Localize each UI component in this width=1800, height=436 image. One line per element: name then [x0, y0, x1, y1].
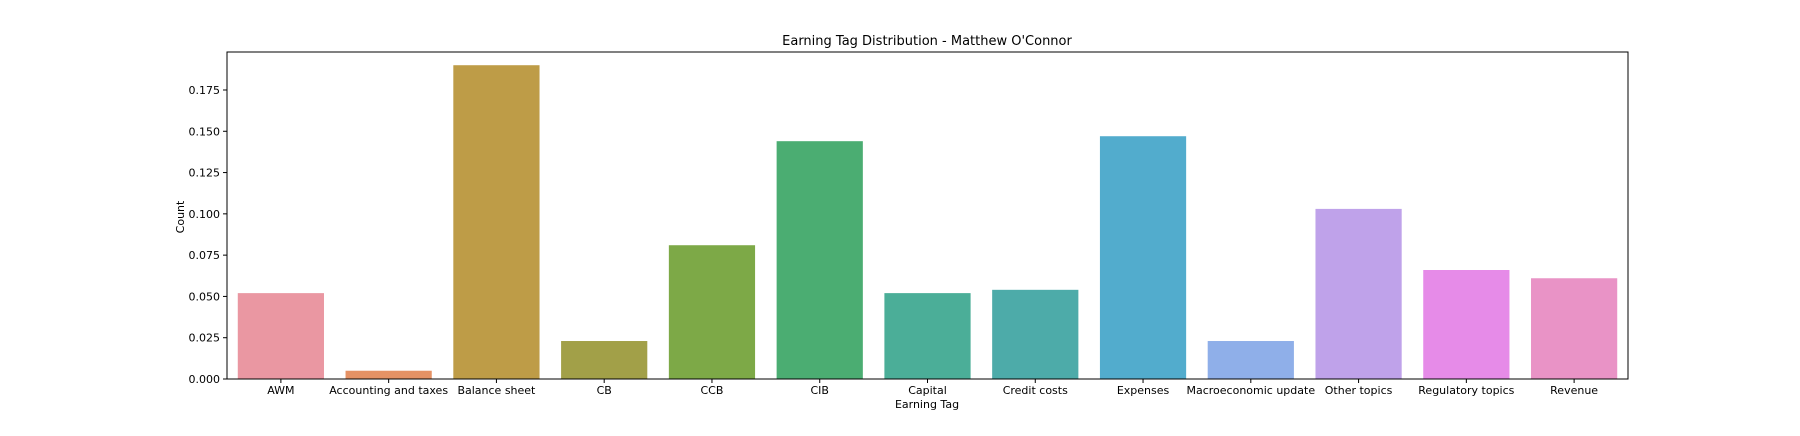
x-tick-label-4: CCB	[701, 384, 724, 397]
x-tick-label-11: Regulatory topics	[1418, 384, 1514, 397]
bar-12	[1531, 278, 1618, 379]
y-tick-label-3: 0.075	[189, 249, 221, 262]
x-tick-label-9: Macroeconomic update	[1186, 384, 1315, 397]
bar-3	[561, 341, 648, 379]
x-tick-label-3: CB	[597, 384, 612, 397]
bar-5	[776, 141, 863, 379]
bar-10	[1315, 208, 1402, 379]
chart-title: Earning Tag Distribution - Matthew O'Con…	[782, 34, 1072, 49]
x-tick-label-6: Capital	[908, 384, 947, 397]
x-ticks-layer: AWM Accounting and taxes Balance sheet CB CC…	[267, 379, 1598, 397]
plot-frame	[226, 51, 1629, 380]
x-tick-label-10: Other topics	[1325, 384, 1393, 397]
x-tick-label-7: Credit costs	[1003, 384, 1068, 397]
bar-7	[992, 289, 1079, 379]
y-axis-label: Count	[174, 200, 187, 233]
y-ticks-layer: 0.000 0.025 0.050 0.075 0.100 0.125 0.150 0.175	[189, 84, 227, 386]
bar-4	[668, 245, 756, 379]
x-tick-label-12: Revenue	[1550, 384, 1598, 397]
bar-6	[884, 293, 971, 379]
y-tick-label-0: 0.000	[189, 373, 221, 386]
bars-layer	[237, 65, 1618, 379]
x-tick-label-1: Accounting and taxes	[329, 384, 448, 397]
bar-2	[453, 65, 540, 379]
bar-0	[237, 293, 324, 379]
bar-1	[345, 370, 432, 379]
y-tick-label-6: 0.150	[189, 125, 221, 138]
bar-9	[1207, 341, 1294, 379]
y-tick-label-2: 0.050	[189, 290, 221, 303]
y-tick-label-5: 0.125	[189, 167, 221, 180]
y-tick-label-1: 0.025	[189, 332, 221, 345]
bar-11	[1423, 270, 1510, 379]
x-axis-label: Earning Tag	[895, 398, 959, 411]
y-tick-label-4: 0.100	[189, 208, 221, 221]
bar-8	[1099, 136, 1187, 379]
x-tick-label-0: AWM	[267, 384, 294, 397]
y-tick-label-7: 0.175	[189, 84, 221, 97]
x-tick-label-2: Balance sheet	[457, 384, 536, 397]
x-tick-label-8: Expenses	[1117, 384, 1170, 397]
x-tick-label-5: CIB	[810, 384, 828, 397]
